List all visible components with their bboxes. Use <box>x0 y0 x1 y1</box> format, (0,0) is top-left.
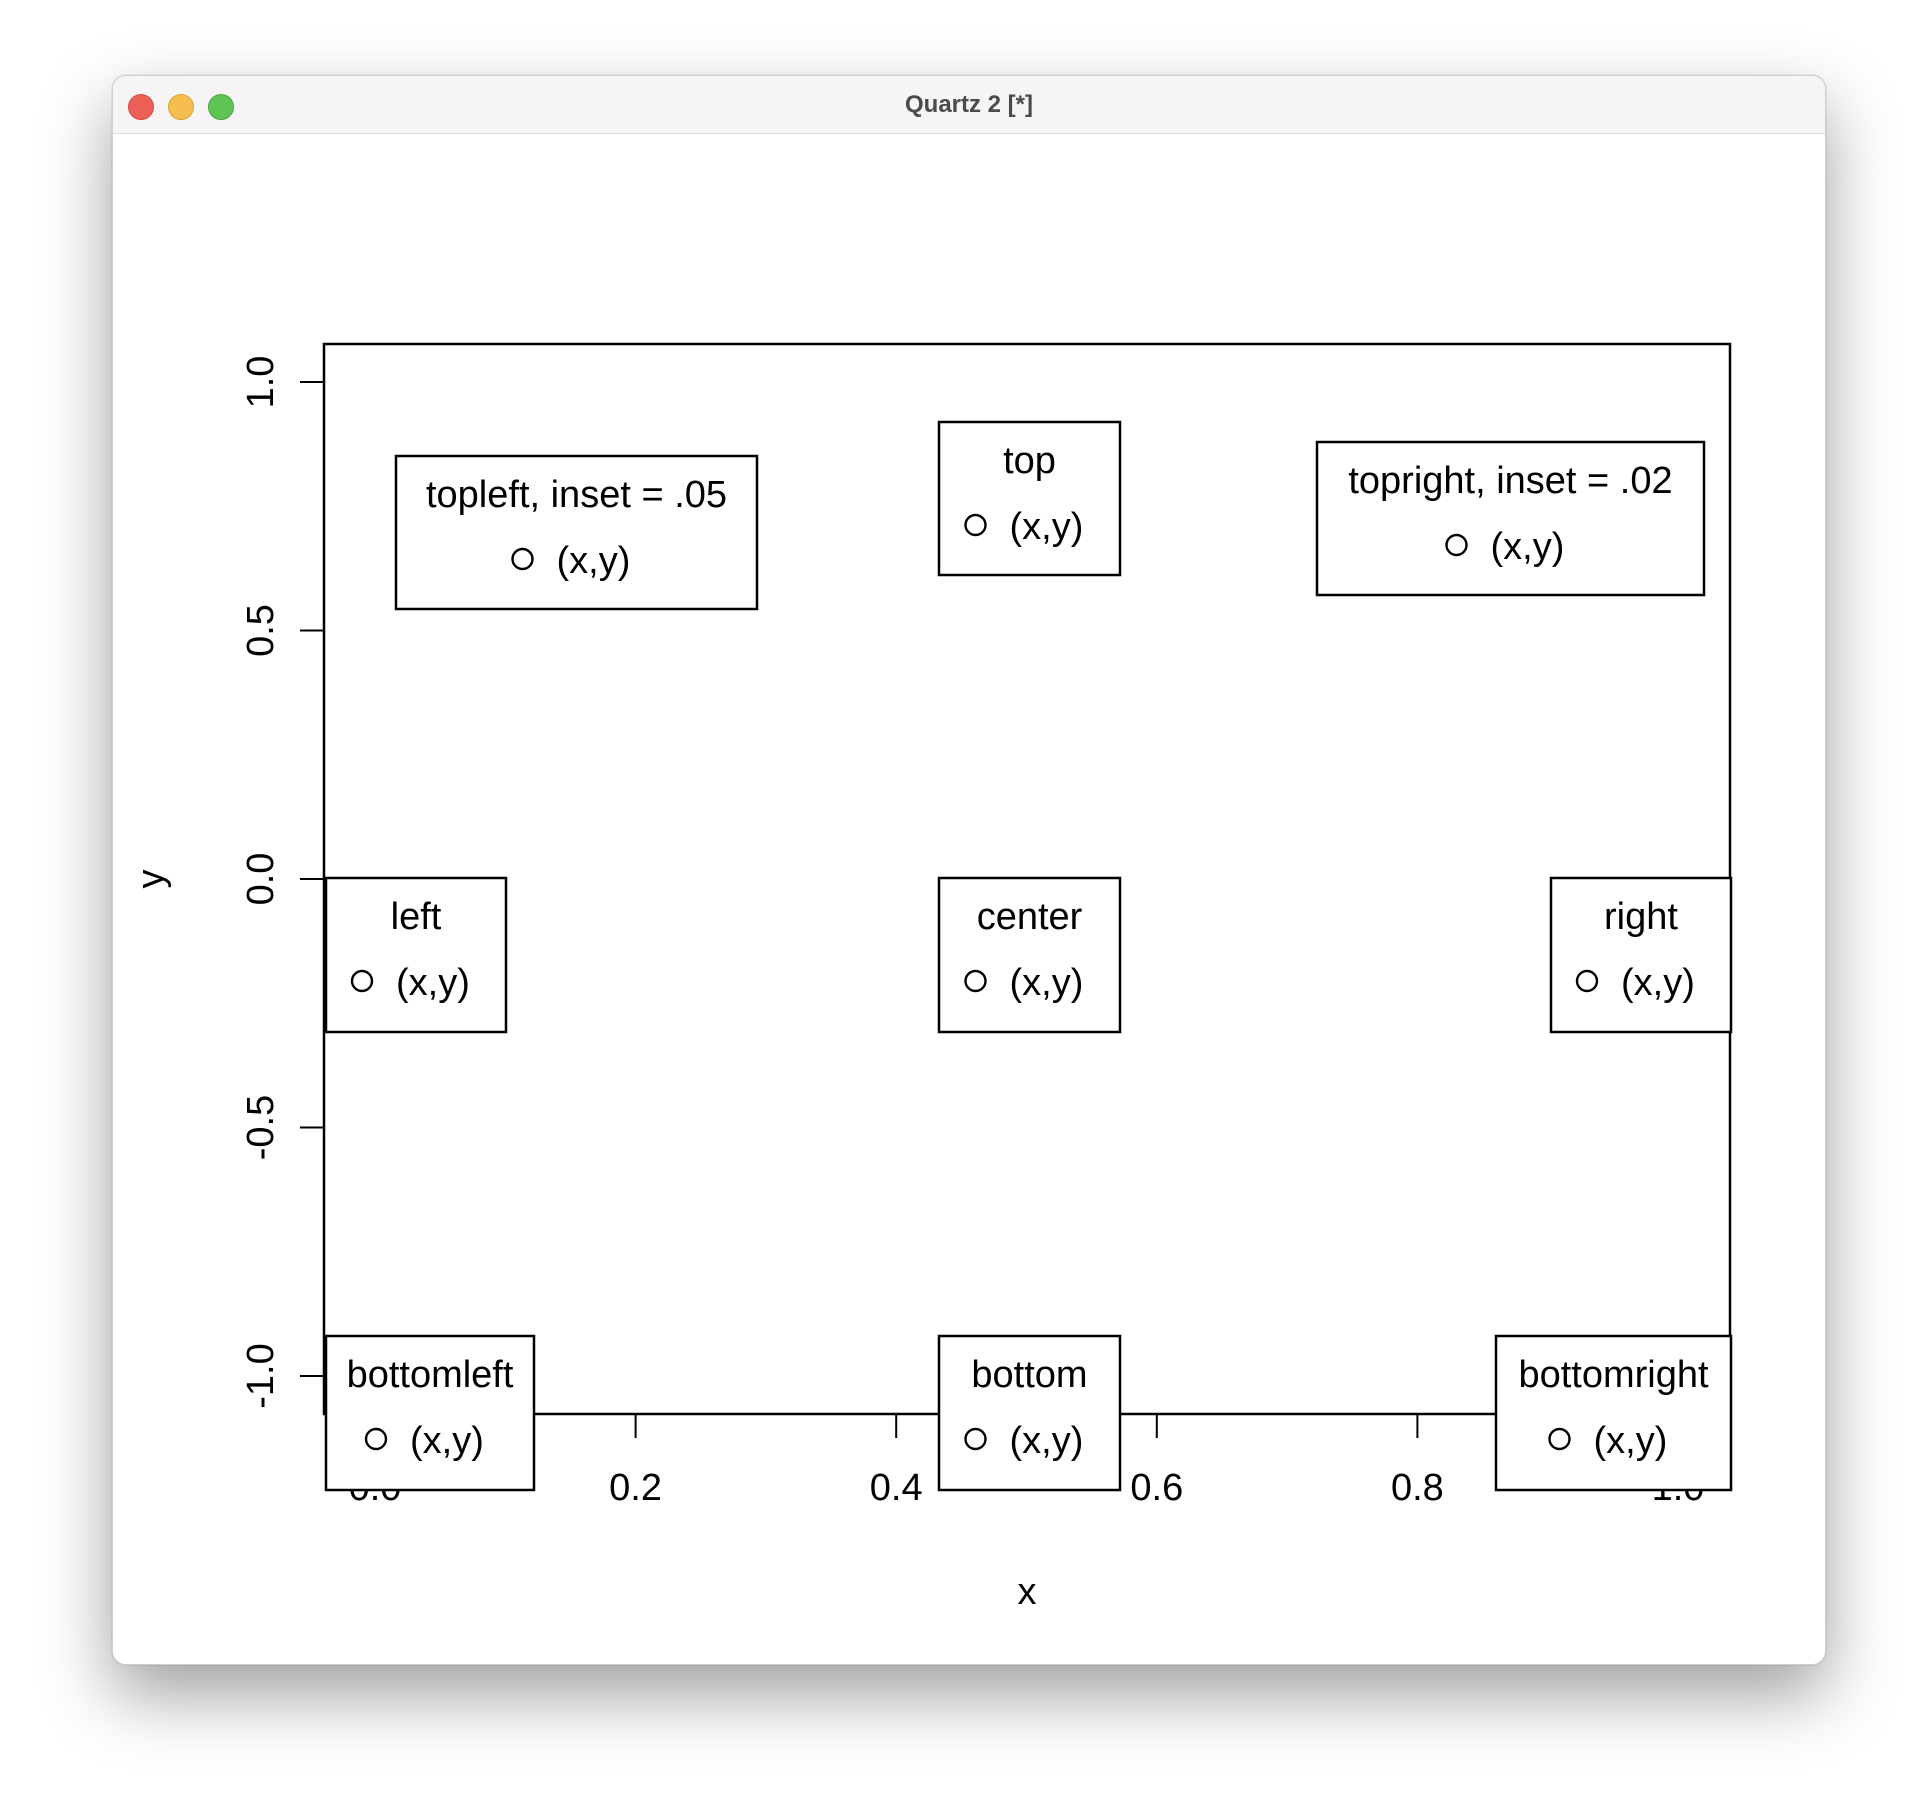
quartz-window: Quartz 2 [*] 0.0 0.2 0.4 0.6 0.8 1.0 x -1.0 -0.5… <box>112 75 1826 1665</box>
legend-label-topleft: (x,y) <box>557 540 631 582</box>
y-tick-label: 0.0 <box>240 853 282 906</box>
y-tick-label: -0.5 <box>240 1095 282 1160</box>
y-tick-label: 1.0 <box>240 356 282 409</box>
legend-label-center: (x,y) <box>1010 962 1084 1004</box>
legend-point-topleft <box>511 547 534 571</box>
legend-title-center: center <box>977 896 1083 938</box>
legend-point-top <box>964 513 987 537</box>
legend-box-center <box>937 876 1122 1034</box>
y-tick-label: -1.0 <box>240 1343 282 1408</box>
legend-title-bottomleft: bottomleft <box>347 1354 514 1396</box>
title-bar[interactable]: Quartz 2 [*] <box>113 76 1825 134</box>
zoom-button[interactable] <box>208 94 234 120</box>
legend-point-center <box>964 969 987 993</box>
legend-box-bottomright <box>1494 1334 1733 1492</box>
legend-point-topright <box>1445 533 1468 557</box>
minimize-button[interactable] <box>168 94 194 120</box>
x-axis-label: x <box>1018 1571 1037 1613</box>
legend-point-bottomright <box>1548 1427 1571 1451</box>
x-tick-label: 0.2 <box>609 1467 662 1509</box>
legend-box-left <box>324 876 508 1034</box>
legend-point-bottom <box>964 1427 987 1451</box>
legend-title-top: top <box>1003 440 1056 482</box>
chart-svg: 0.00.20.40.60.81.0x-1.0-0.50.00.51.0ytop… <box>130 342 1733 1613</box>
legend-box-topright <box>1315 440 1706 597</box>
legend-title-bottom: bottom <box>971 1354 1087 1396</box>
legend-point-left <box>350 969 374 993</box>
legend-title-topright: topright, inset = .02 <box>1348 460 1672 502</box>
x-tick-label: 0.6 <box>1130 1467 1183 1509</box>
legend-box-bottomleft <box>324 1334 536 1492</box>
legend-box-top <box>937 420 1122 577</box>
x-tick-label: 0.8 <box>1391 1467 1444 1509</box>
legend-label-left: (x,y) <box>396 962 470 1004</box>
y-axis-label: y <box>130 870 172 889</box>
x-tick-label: 0.4 <box>870 1467 923 1509</box>
legend-label-bottom: (x,y) <box>1010 1420 1084 1462</box>
legend-label-bottomright: (x,y) <box>1594 1420 1668 1462</box>
legend-title-left: left <box>391 896 442 938</box>
legend-label-right: (x,y) <box>1621 962 1695 1004</box>
close-button[interactable] <box>128 94 154 120</box>
window-title: Quartz 2 [*] <box>904 91 1033 118</box>
legend-title-right: right <box>1604 896 1678 938</box>
legend-title-bottomright: bottomright <box>1518 1354 1709 1396</box>
y-tick-label: 0.5 <box>240 604 282 657</box>
legend-title-topleft: topleft, inset = .05 <box>426 474 727 516</box>
legend-point-right <box>1575 969 1599 993</box>
legend-label-bottomleft: (x,y) <box>410 1420 484 1462</box>
legend-box-bottom <box>937 1334 1122 1492</box>
legend-label-topright: (x,y) <box>1491 526 1565 568</box>
legend-label-top: (x,y) <box>1010 506 1084 548</box>
plot-area: 0.00.20.40.60.81.0x-1.0-0.50.00.51.0ytop… <box>113 133 1825 1664</box>
legend-point-bottomleft <box>364 1427 388 1451</box>
legend-box-topleft <box>394 454 759 611</box>
legend-box-right <box>1549 876 1733 1034</box>
